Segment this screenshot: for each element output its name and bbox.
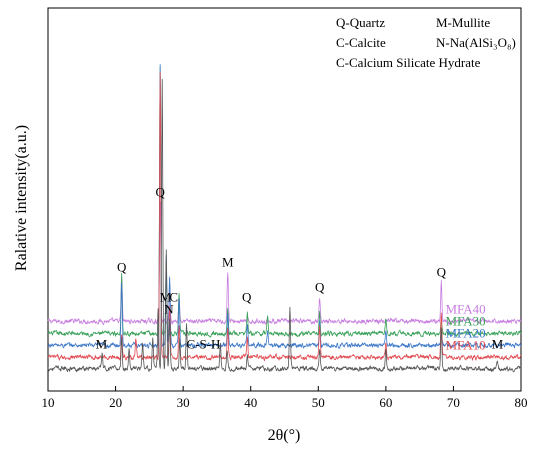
peak-label: Q [117,259,127,274]
x-tick-label: 10 [42,395,55,410]
x-tick-label: 40 [244,395,257,410]
x-tick-label: 80 [515,395,528,410]
peak-label: Q [155,184,165,199]
series-label-mfa10: MFA10 [445,337,485,352]
peak-label: M [222,254,234,269]
series-line-mfa40 [47,201,522,326]
peak-label: Q [437,264,447,279]
plot-frame [47,7,522,392]
x-tick-label: 60 [379,395,392,410]
peak-label: M [96,337,108,352]
peak-label: M [492,337,504,352]
series-line-base [47,78,522,373]
peak-label: N [164,302,174,317]
series-label-mfa40: MFA40 [445,301,485,316]
x-tick-label: 70 [447,395,460,410]
series-label-mfa20: MFA20 [445,325,485,340]
legend-entry: C-Calcium Silicate Hydrate [336,55,481,70]
x-tick-label: 30 [177,395,190,410]
y-axis-title: Ralative intensity(a.u.) [13,125,30,271]
legend: Q-Quartz M-Mullite C-Calcite N-Na(AlSi₃O₈) C… [336,15,516,70]
peak-label: C [169,289,178,304]
x-axis-title: 2θ(°) [268,427,301,444]
x-tick-group: 10 20 30 40 50 60 70 80 [42,386,528,410]
peak-label: M [160,289,172,304]
legend-entry: N-Na(AlSi₃O₈) [436,35,516,50]
series-label-mfa30: MFA30 [445,314,485,329]
legend-entry: M-Mullite [436,15,490,30]
peak-label: C-S-H [186,337,220,352]
series-line-mfa10 [47,71,522,362]
x-tick-label: 50 [312,395,325,410]
legend-entry: C-Calcite [336,35,386,50]
peak-label: Q [315,279,325,294]
x-tick-label: 20 [109,395,122,410]
series-line-mfa30 [47,66,522,338]
peak-label: Q [242,289,252,304]
legend-entry: Q-Quartz [336,15,385,30]
series-group [47,64,522,373]
